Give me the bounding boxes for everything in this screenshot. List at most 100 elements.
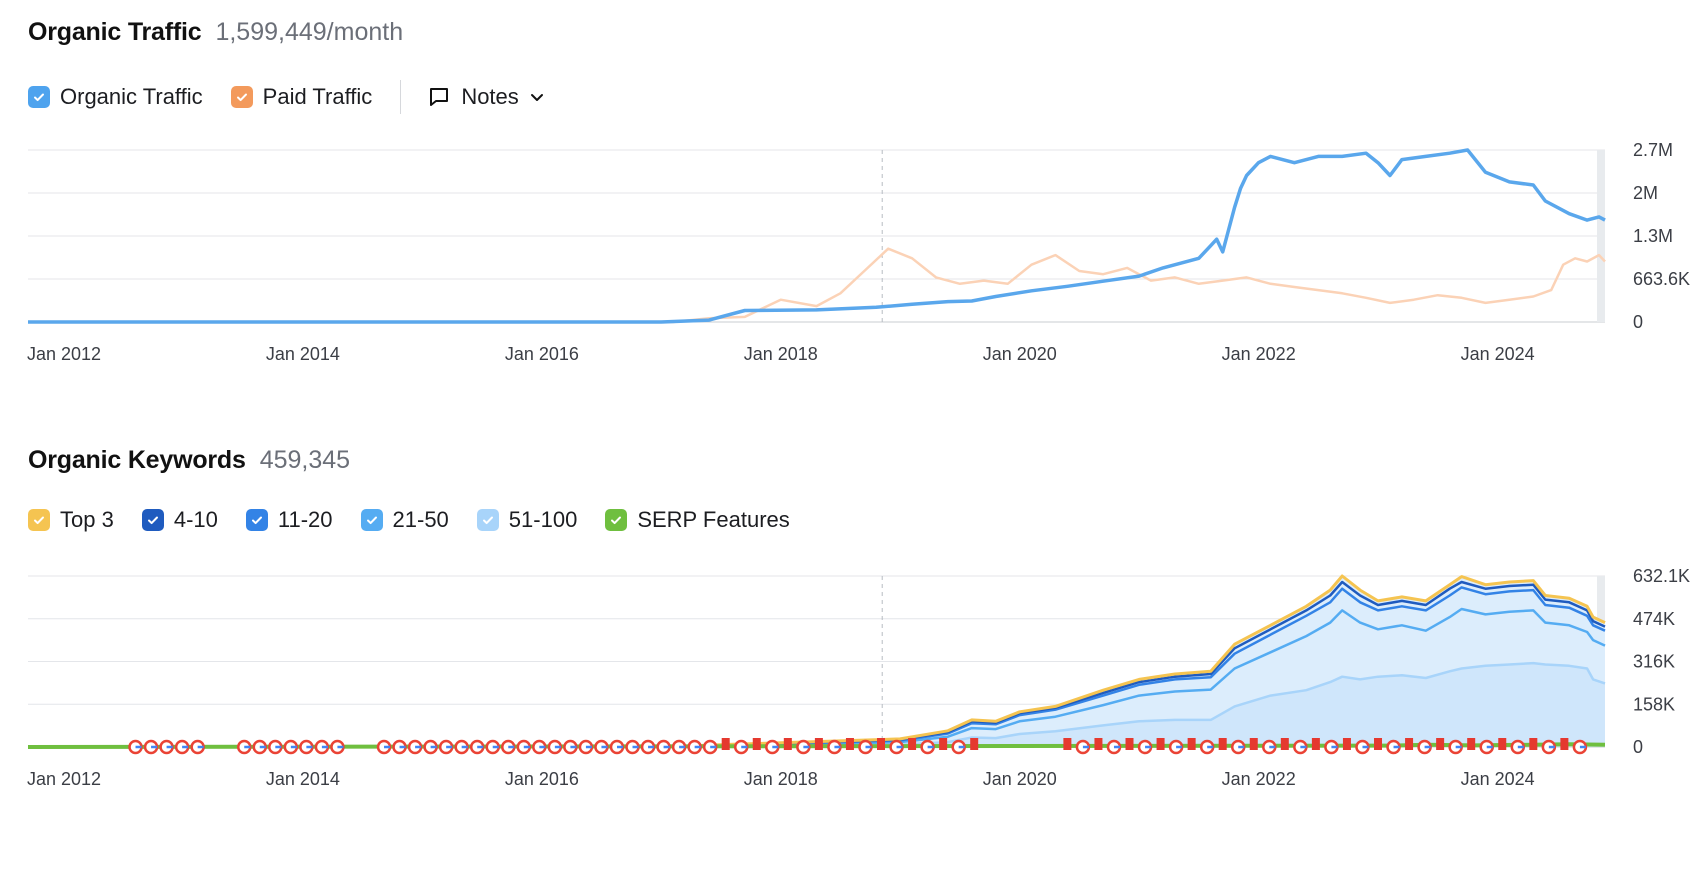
legend-top-3[interactable]: Top 3 [28, 507, 114, 533]
y-tick-label: 0 [1633, 737, 1643, 757]
check-icon [236, 93, 247, 102]
keywords-legend: Top 3 4-10 11-20 21-50 51-100 SERP Features [28, 507, 818, 533]
check-icon [251, 516, 262, 525]
serp-flag-marker [814, 738, 823, 750]
x-tick-label: Jan 2016 [505, 344, 579, 364]
serp-flag-marker [877, 738, 886, 750]
serp-flag-marker [908, 738, 917, 750]
y-tick-label: 316K [1633, 652, 1675, 672]
serp-flag-marker [970, 738, 979, 750]
traffic-chart: 0 663.6K 1.3M 2M 2.7M Jan 2012 Jan 2014 Jan 201… [27, 140, 1690, 364]
traffic-title: Organic Traffic [28, 18, 202, 46]
legend-label: 4-10 [173, 507, 218, 532]
series-line-organic-traffic [28, 148, 1606, 324]
check-icon [611, 516, 622, 525]
x-tick-label: Jan 2022 [1222, 344, 1296, 364]
x-tick-label: Jan 2014 [266, 344, 340, 364]
y-tick-label: 474K [1633, 609, 1675, 629]
keywords-chart: 0 158K 316K 474K 632.1K Jan 2012 Jan 2014 Jan 2… [27, 566, 1690, 789]
serp-flag-marker [1218, 738, 1227, 750]
legend-4-10[interactable]: 4-10 [141, 507, 218, 533]
y-tick-label: 2.7M [1633, 140, 1673, 160]
traffic-header: Organic Traffic 1,599,449/month [28, 18, 403, 47]
keywords-area-51-100 [28, 663, 1605, 747]
x-tick-label: Jan 2012 [27, 344, 101, 364]
legend-label: 21-50 [392, 507, 449, 532]
serp-flag-marker [1374, 738, 1383, 750]
serp-flag-marker [1342, 738, 1351, 750]
y-tick-label: 2M [1633, 183, 1658, 203]
series-line-paid-traffic [28, 247, 1606, 324]
legend-organic-traffic[interactable]: Organic Traffic [28, 84, 203, 110]
x-tick-label: Jan 2018 [744, 769, 818, 789]
keywords-header: Organic Keywords 459,345 [28, 446, 350, 475]
legend-21-50[interactable]: 21-50 [360, 507, 449, 533]
legend-checkbox[interactable] [141, 509, 164, 531]
series-line-top-3 [28, 574, 1606, 749]
keywords-title: Organic Keywords [28, 446, 246, 474]
serp-flag-marker [1094, 738, 1103, 750]
notes-dropdown-button[interactable]: Notes [427, 84, 544, 110]
current-period-band [1597, 150, 1605, 322]
serp-flag-marker [939, 738, 948, 750]
legend-checkbox[interactable] [245, 509, 268, 531]
x-tick-label: Jan 2014 [266, 769, 340, 789]
serp-flag-marker [1498, 738, 1507, 750]
notes-label: Notes [461, 84, 519, 109]
x-tick-label: Jan 2024 [1461, 769, 1535, 789]
keywords-area [28, 576, 1605, 747]
x-tick-label: Jan 2020 [983, 344, 1057, 364]
check-icon [147, 516, 158, 525]
y-tick-label: 0 [1633, 312, 1643, 332]
serp-flag-marker [721, 738, 730, 750]
check-icon [34, 516, 44, 525]
y-tick-label: 663.6K [1633, 269, 1690, 289]
serp-flag-marker [783, 738, 792, 750]
keywords-value: 459,345 [259, 446, 351, 474]
check-icon [482, 516, 493, 525]
legend-51-100[interactable]: 51-100 [476, 507, 578, 533]
serp-flag-marker [1125, 738, 1134, 750]
legend-serp-features[interactable]: SERP Features [605, 507, 790, 533]
legend-checkbox[interactable] [605, 509, 628, 531]
legend-label: Top 3 [60, 507, 114, 532]
serp-flag-marker [752, 738, 761, 750]
serp-flag-marker [1405, 738, 1414, 750]
serp-flag-marker [1529, 738, 1538, 750]
x-tick-label: Jan 2020 [983, 769, 1057, 789]
series-line-11-20 [28, 586, 1606, 749]
serp-flag-marker [1467, 738, 1476, 750]
traffic-legend: Organic Traffic Paid Traffic Notes [28, 80, 545, 114]
serp-flag-marker [1436, 738, 1445, 750]
checkbox-organic-traffic[interactable] [28, 86, 50, 108]
x-tick-label: Jan 2022 [1222, 769, 1296, 789]
x-tick-label: Jan 2024 [1461, 344, 1535, 364]
check-icon [366, 516, 377, 525]
y-tick-label: 1.3M [1633, 226, 1673, 246]
legend-label: 51-100 [508, 507, 578, 532]
serp-flag-marker [1156, 738, 1165, 750]
legend-checkbox[interactable] [360, 509, 383, 531]
x-tick-label: Jan 2018 [744, 344, 818, 364]
x-tick-label: Jan 2012 [27, 769, 101, 789]
legend-label: 11-20 [277, 507, 333, 532]
legend-paid-traffic[interactable]: Paid Traffic [230, 84, 373, 110]
legend-label: SERP Features [637, 507, 790, 532]
y-tick-label: 158K [1633, 694, 1675, 714]
check-icon [34, 93, 44, 102]
checkbox-paid-traffic[interactable] [230, 86, 253, 108]
serp-flag-marker [1249, 738, 1258, 750]
legend-divider [400, 80, 402, 114]
legend-checkbox[interactable] [28, 509, 50, 531]
serp-flag-marker [1280, 738, 1289, 750]
legend-11-20[interactable]: 11-20 [245, 507, 333, 533]
legend-label: Paid Traffic [262, 84, 373, 109]
y-tick-label: 632.1K [1633, 566, 1690, 586]
series-line-21-50 [28, 607, 1606, 749]
legend-checkbox[interactable] [476, 509, 499, 531]
x-tick-label: Jan 2016 [505, 769, 579, 789]
chevron-down-icon [529, 89, 545, 105]
comment-icon [427, 85, 451, 109]
legend-label: Organic Traffic [60, 84, 203, 109]
serp-flag-marker [845, 738, 854, 750]
